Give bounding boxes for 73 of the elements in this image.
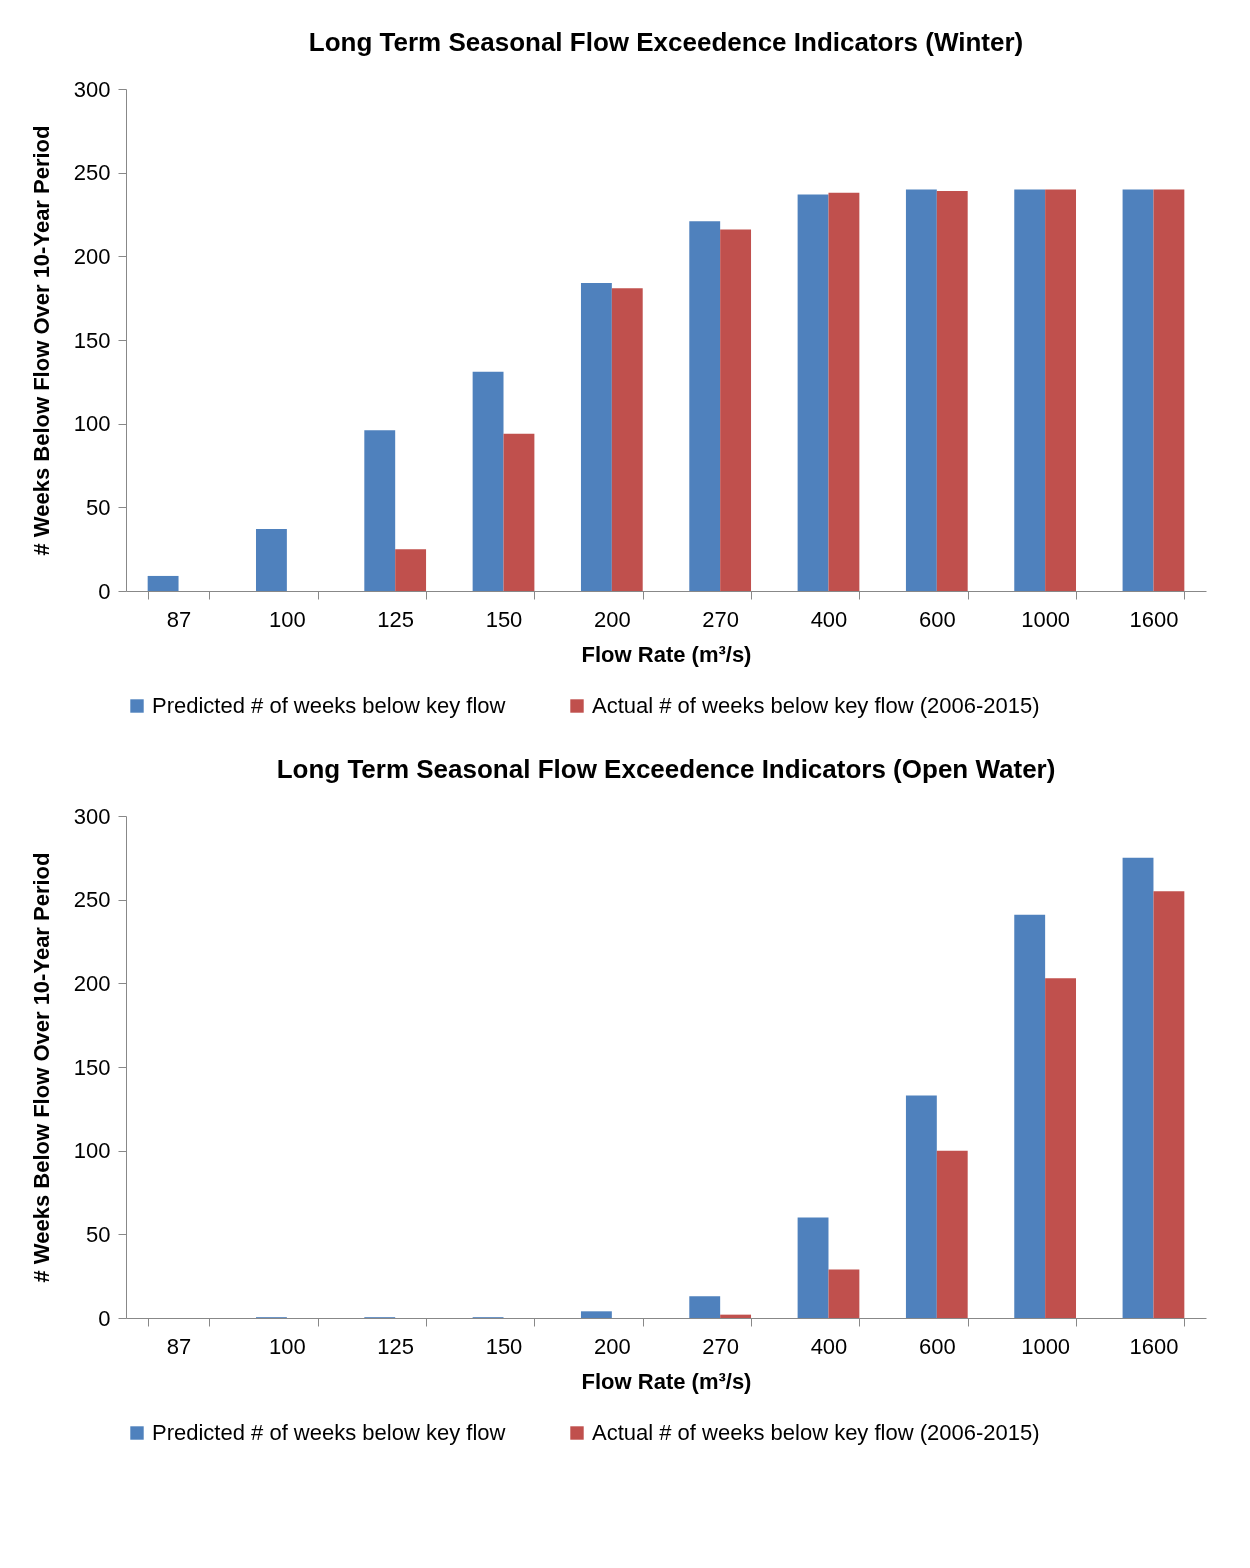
y-axis-title: # Weeks Below Flow Over 10-Year Period <box>28 125 54 556</box>
x-tick-label: 1600 <box>1129 1333 1179 1359</box>
x-tick-label: 87 <box>166 606 192 632</box>
y-tick-label: 0 <box>98 578 111 604</box>
bar <box>1014 914 1046 1318</box>
bar <box>472 371 504 591</box>
bar <box>828 1269 860 1318</box>
x-axis-title: Flow Rate (m³/s) <box>581 641 752 667</box>
y-tick-label: 300 <box>73 76 111 102</box>
x-tick-label: 600 <box>918 1333 956 1359</box>
bar <box>395 549 427 591</box>
bar <box>905 189 937 591</box>
legend-label: Actual # of weeks below key flow (2006-2015) <box>592 693 1040 718</box>
x-tick-label: 100 <box>269 606 306 632</box>
chart-title: Long Term Seasonal Flow Exceedence Indicators (Winter) <box>308 27 1024 57</box>
x-tick-label: 1000 <box>1021 1333 1071 1359</box>
x-tick-label: 87 <box>166 1333 192 1359</box>
bar <box>720 229 752 591</box>
bar <box>1153 891 1185 1318</box>
legend-label: Predicted # of weeks below key flow <box>152 1420 506 1445</box>
bar <box>689 1296 721 1318</box>
y-axis-title: # Weeks Below Flow Over 10-Year Period <box>28 852 54 1283</box>
x-tick-label: 125 <box>377 606 415 632</box>
bar <box>1122 857 1154 1318</box>
bar <box>1122 189 1154 591</box>
x-tick-label: 200 <box>593 1333 631 1359</box>
bar <box>364 430 396 591</box>
y-tick-label: 250 <box>73 160 111 186</box>
legend-label: Predicted # of weeks below key flow <box>152 693 506 718</box>
x-tick-label: 270 <box>702 1333 740 1359</box>
x-tick-label: 1600 <box>1129 606 1179 632</box>
legend-label: Actual # of weeks below key flow (2006-2015) <box>592 1420 1040 1445</box>
y-tick-label: 100 <box>73 1138 111 1164</box>
x-axis-title: Flow Rate (m³/s) <box>581 1368 752 1394</box>
x-tick-label: 270 <box>702 606 740 632</box>
y-tick-label: 150 <box>73 327 111 353</box>
bar <box>503 433 535 591</box>
bar <box>611 288 643 591</box>
bar <box>936 1150 968 1318</box>
bar <box>828 192 860 591</box>
y-tick-label: 100 <box>73 411 111 437</box>
x-tick-label: 1000 <box>1021 606 1071 632</box>
bar <box>797 1217 829 1318</box>
x-tick-label: 150 <box>485 606 523 632</box>
x-tick-label: 125 <box>377 1333 415 1359</box>
bar <box>936 191 968 591</box>
bar <box>1153 189 1185 591</box>
bar <box>689 221 721 591</box>
bar <box>1045 978 1077 1318</box>
bar <box>720 1314 752 1318</box>
y-tick-label: 150 <box>73 1054 111 1080</box>
x-tick-label: 600 <box>918 606 956 632</box>
bar <box>580 283 612 591</box>
x-tick-label: 400 <box>810 1333 848 1359</box>
y-tick-label: 200 <box>73 243 111 269</box>
x-tick-label: 200 <box>593 606 631 632</box>
bar <box>147 575 179 591</box>
y-tick-label: 250 <box>73 887 111 913</box>
x-tick-label: 150 <box>485 1333 523 1359</box>
y-tick-label: 300 <box>73 803 111 829</box>
x-tick-label: 400 <box>810 606 848 632</box>
x-tick-label: 100 <box>269 1333 306 1359</box>
y-tick-label: 50 <box>86 494 111 520</box>
bar <box>1045 189 1077 591</box>
y-tick-label: 200 <box>73 970 111 996</box>
bar <box>1014 189 1046 591</box>
bar <box>580 1311 612 1318</box>
bar <box>255 529 287 591</box>
y-tick-label: 50 <box>86 1221 111 1247</box>
bar <box>905 1095 937 1318</box>
chart-title: Long Term Seasonal Flow Exceedence Indicators (Open Water) <box>276 754 1056 784</box>
y-tick-label: 0 <box>98 1305 111 1331</box>
bar <box>797 194 829 591</box>
